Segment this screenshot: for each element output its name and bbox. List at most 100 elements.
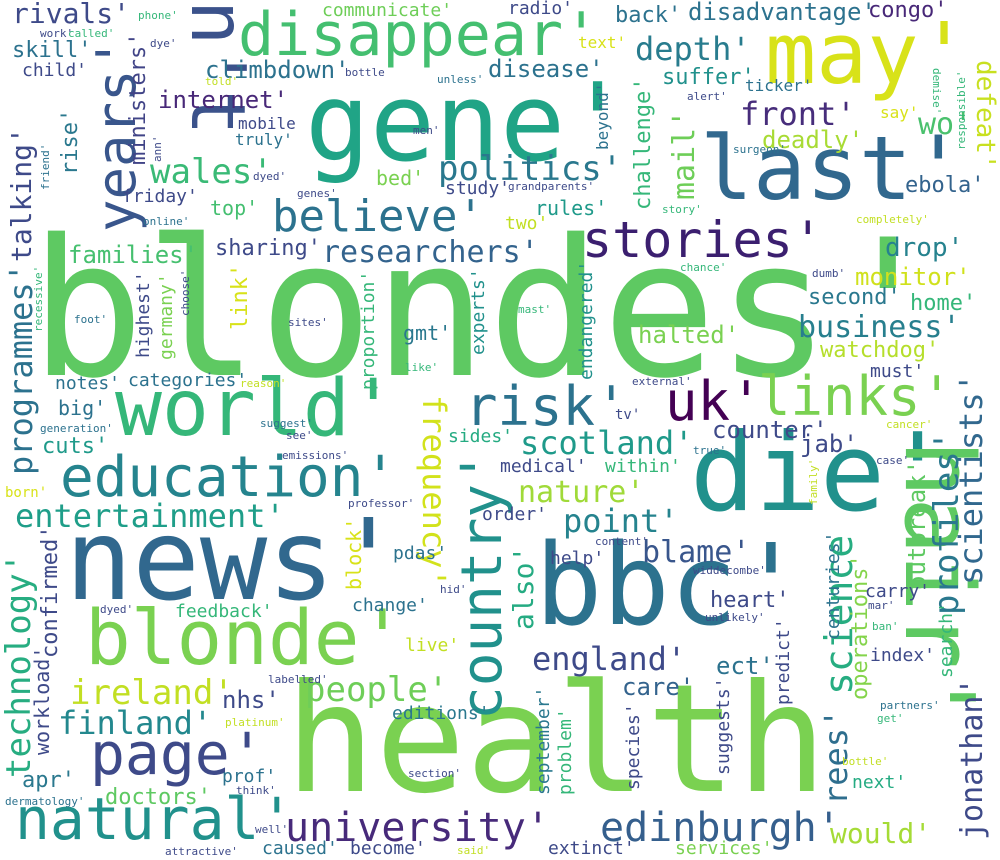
- word-emissions: emissions': [282, 449, 349, 462]
- word-nhs: nhs': [222, 686, 280, 714]
- word-suffer: suffer': [662, 65, 755, 90]
- word-wo: wo': [918, 107, 973, 142]
- word-business: business': [798, 310, 961, 345]
- word-unless: unless': [437, 73, 484, 86]
- word-born: born': [5, 485, 48, 501]
- word-rivals: rivals': [12, 0, 131, 30]
- word-labelled: labelled': [268, 673, 328, 686]
- word-unlikely: unlikely': [705, 611, 765, 624]
- word-completely: completely': [856, 213, 929, 226]
- word-told: told': [205, 75, 239, 88]
- word-care: care': [622, 673, 695, 701]
- word-ministers: ministers': [126, 32, 151, 165]
- word-search: search': [936, 602, 957, 678]
- word-profiles: profiles': [927, 430, 967, 615]
- word-attractive: attractive': [165, 845, 238, 858]
- word-hid: hid': [440, 583, 467, 596]
- word-extinct: extinct': [548, 838, 635, 859]
- word-point: point': [563, 502, 679, 540]
- word-communicate: communicate': [322, 0, 453, 21]
- word-ect: ect': [716, 652, 774, 680]
- word-link: link': [228, 263, 253, 330]
- word-radio: radio': [508, 0, 574, 19]
- word-entertainment: entertainment': [15, 497, 285, 535]
- word-services: services': [675, 838, 773, 859]
- word-nature: nature': [518, 475, 645, 510]
- word-must: must': [870, 361, 925, 382]
- word-widdecombe: widdecombe': [693, 564, 766, 577]
- word-notes: notes': [55, 373, 121, 394]
- word-friend: friend': [39, 143, 52, 190]
- word-block: block': [342, 517, 366, 590]
- word-apr: apr': [22, 768, 75, 793]
- word-outbreak: outbreak': [903, 459, 931, 590]
- word-people: people': [305, 670, 449, 710]
- word-men: men': [413, 124, 440, 137]
- word-prof: prof': [222, 766, 277, 787]
- word-congo: congo': [868, 0, 948, 23]
- word-jonathan: jonathan': [955, 677, 990, 840]
- word-ticker: ticker': [745, 76, 813, 95]
- word-child: child': [22, 60, 88, 81]
- word-medical: medical': [500, 456, 587, 477]
- word-tv: tv': [615, 407, 641, 423]
- word-blame: blame': [642, 535, 751, 570]
- word-believe: believe': [272, 191, 484, 242]
- word-foot: foot': [74, 313, 108, 326]
- word-next: next': [852, 772, 907, 793]
- word-dyed: dyed': [253, 170, 287, 183]
- word-germany: germany': [156, 273, 177, 360]
- word-reason: reason': [240, 377, 287, 390]
- word-wales: wales': [150, 152, 273, 192]
- word-big: big': [58, 396, 107, 420]
- word-defeat: defeat': [970, 60, 1000, 170]
- word-deadly: deadly': [762, 126, 864, 154]
- word-politics: politics': [438, 149, 623, 189]
- word-live: live': [405, 635, 460, 656]
- word-front: front': [740, 95, 856, 133]
- word-would: would': [830, 817, 932, 850]
- word-proportion: proportion': [358, 270, 379, 390]
- word-skill: skill': [12, 38, 92, 63]
- word-two: two': [505, 213, 549, 234]
- word-text: text': [578, 33, 627, 52]
- word-second: second': [808, 285, 901, 310]
- word-health: health: [285, 653, 827, 827]
- word-blonde: blonde': [85, 593, 406, 682]
- word-categories: categories': [128, 370, 248, 391]
- word-study: study': [445, 178, 511, 199]
- word-change: change': [352, 595, 428, 616]
- word-grandparents: grandparents': [508, 180, 595, 193]
- word-heart: heart': [710, 588, 790, 613]
- word-get: get': [877, 712, 904, 725]
- word-rise: rise': [58, 108, 83, 175]
- word-recessive: recessive': [32, 265, 45, 332]
- word-partners: partners': [880, 699, 940, 712]
- word-said: said': [457, 844, 491, 857]
- word-mobile: mobile: [238, 114, 296, 133]
- word-page: page': [90, 720, 265, 788]
- word-mast: mast': [518, 303, 552, 316]
- word-dermatology: dermatology': [5, 795, 85, 808]
- word-counter: counter': [712, 416, 828, 444]
- word-friday: friday': [122, 186, 198, 207]
- word-platinum: platinum': [225, 716, 285, 729]
- word-top: top': [210, 196, 259, 220]
- word-also: also': [507, 545, 540, 630]
- word-story: story': [662, 203, 702, 216]
- word-climbdown: climbdown': [205, 56, 350, 84]
- word-responsible: responsible': [955, 70, 968, 150]
- word-jab: jab': [800, 430, 858, 458]
- word-index: index': [870, 645, 936, 666]
- word-stories: stories': [582, 211, 823, 269]
- word-september: september': [533, 686, 554, 795]
- word-die: die': [690, 411, 951, 536]
- word-chance: chance': [680, 261, 727, 274]
- word-sites: sites': [288, 316, 328, 329]
- word-dyed2: dyed': [100, 603, 134, 616]
- word-called: called': [68, 27, 115, 40]
- word-alert: alert': [687, 90, 727, 103]
- word-family: family': [807, 458, 820, 505]
- word-watchdog: watchdog': [820, 338, 940, 363]
- word-generation: generation': [40, 422, 113, 435]
